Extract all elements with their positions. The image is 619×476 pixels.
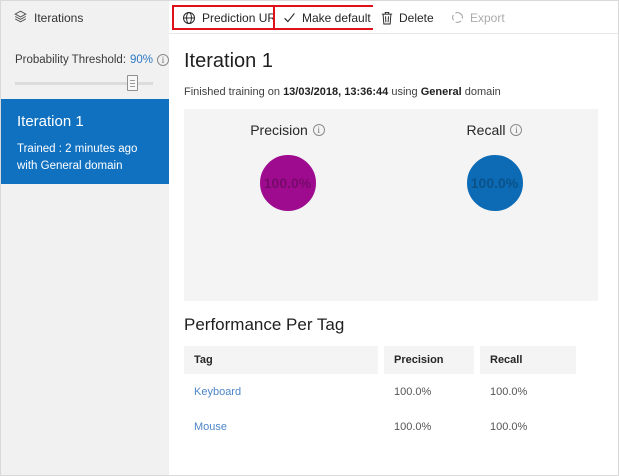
precision-label-row: Precision [250, 122, 325, 138]
precision-value: 100.0% [263, 175, 312, 191]
trash-icon [381, 11, 393, 25]
training-datetime: 13/03/2018, 13:36:44 [283, 86, 389, 98]
iteration-card-trained: Trained : 2 minutes ago [17, 143, 138, 155]
info-icon[interactable] [157, 54, 170, 66]
export-button[interactable]: Export [443, 5, 513, 30]
cell-precision: 100.0% [394, 385, 432, 398]
tag-link-mouse[interactable]: Mouse [194, 420, 228, 433]
iteration-card-domain: with General domain [17, 159, 123, 172]
export-label: Export [470, 10, 505, 25]
make-default-button[interactable]: Make default [273, 5, 381, 30]
info-icon[interactable] [510, 124, 523, 136]
precision-label: Precision [250, 122, 308, 138]
cell-precision: 100.0% [394, 420, 432, 433]
cell-recall: 100.0% [490, 420, 528, 433]
make-default-label: Make default [302, 10, 371, 25]
prediction-url-label: Prediction URL [202, 10, 283, 25]
recall-label: Recall [466, 122, 506, 138]
probability-threshold-label: Probability Threshold: [15, 54, 127, 66]
export-icon [451, 11, 464, 24]
globe-icon [182, 11, 196, 25]
table-row: Keyboard 100.0% 100.0% [184, 374, 576, 409]
iterations-panel-header: Iterations [1, 1, 169, 34]
sidebar-item-iteration-1[interactable]: Iteration 1 Trained : 2 minutes ago with… [1, 99, 169, 184]
training-summary-middle: using [388, 86, 421, 98]
prediction-url-button[interactable]: Prediction URL [172, 5, 293, 30]
checkmark-icon [283, 11, 296, 24]
delete-label: Delete [399, 10, 434, 25]
slider-grip-icon [130, 79, 135, 87]
recall-value: 100.0% [470, 175, 519, 191]
probability-threshold-value: 90% [130, 54, 154, 66]
recall-donut-chart: 100.0% [466, 155, 523, 211]
toolbar: Iterations Prediction URL Make default [1, 1, 618, 34]
precision-donut-chart: 100.0% [259, 155, 316, 211]
iteration-card-title: Iteration 1 [17, 113, 84, 130]
table-header-row: Tag Precision Recall [184, 346, 576, 374]
column-header-tag: Tag [184, 346, 378, 374]
slider-track[interactable] [15, 82, 153, 85]
training-summary: Finished training on 13/03/2018, 13:36:4… [184, 86, 501, 98]
precision-metric: Precision 100.0% [184, 109, 391, 301]
performance-per-tag-table: Tag Precision Recall Keyboard 100.0% 100… [184, 346, 576, 444]
metrics-panel: Precision 100.0% Recall 100.0% [184, 109, 598, 301]
column-header-precision: Precision [384, 346, 474, 374]
probability-threshold-row: Probability Threshold: 90% [15, 54, 170, 66]
cell-recall: 100.0% [490, 385, 528, 398]
iteration-detail-main: Iteration 1 Finished training on 13/03/2… [169, 34, 618, 475]
probability-threshold-slider[interactable] [15, 75, 153, 91]
slider-handle[interactable] [127, 75, 138, 91]
iterations-sidebar: Probability Threshold: 90% Iteration 1 T… [1, 34, 170, 475]
training-summary-suffix: domain [461, 86, 501, 98]
info-icon[interactable] [312, 124, 325, 136]
recall-metric: Recall 100.0% [391, 109, 598, 301]
recall-label-row: Recall [467, 122, 523, 138]
page-title: Iteration 1 [184, 50, 273, 72]
training-summary-prefix: Finished training on [184, 86, 284, 98]
table-row: Mouse 100.0% 100.0% [184, 409, 576, 444]
iterations-panel-title: Iterations [34, 10, 84, 25]
training-domain: General [420, 86, 462, 98]
tag-link-keyboard[interactable]: Keyboard [194, 385, 242, 398]
performance-per-tag-heading: Performance Per Tag [184, 315, 345, 334]
layers-icon [14, 10, 27, 26]
delete-button[interactable]: Delete [373, 5, 442, 30]
column-header-recall: Recall [480, 346, 576, 374]
